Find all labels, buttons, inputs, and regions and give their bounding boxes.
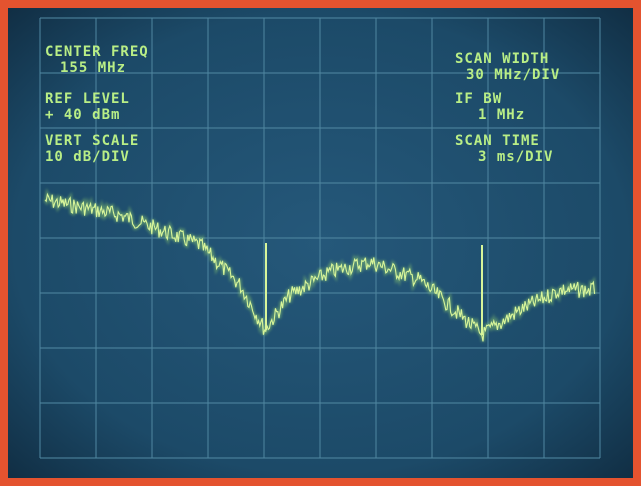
readout-value: 10 dB/DIV bbox=[45, 149, 130, 165]
readout-label: SCAN TIME bbox=[455, 133, 540, 149]
analyzer-screen: CENTER FREQ 155 MHz REF LEVEL + 40 dBm V… bbox=[0, 0, 641, 486]
readout-label: REF LEVEL bbox=[45, 91, 130, 107]
readout-label: SCAN WIDTH bbox=[455, 51, 549, 67]
readout-value: + 40 dBm bbox=[45, 107, 120, 123]
readout-label: IF BW bbox=[455, 91, 502, 107]
readout-label: CENTER FREQ bbox=[45, 44, 149, 60]
readout-value: 155 MHz bbox=[60, 60, 126, 76]
readout-value: 30 MHz/DIV bbox=[466, 67, 560, 83]
readout-value: 1 MHz bbox=[478, 107, 525, 123]
page: CENTER FREQ 155 MHz REF LEVEL + 40 dBm V… bbox=[0, 0, 641, 486]
readout-label: VERT SCALE bbox=[45, 133, 139, 149]
readout-value: 3 ms/DIV bbox=[478, 149, 553, 165]
